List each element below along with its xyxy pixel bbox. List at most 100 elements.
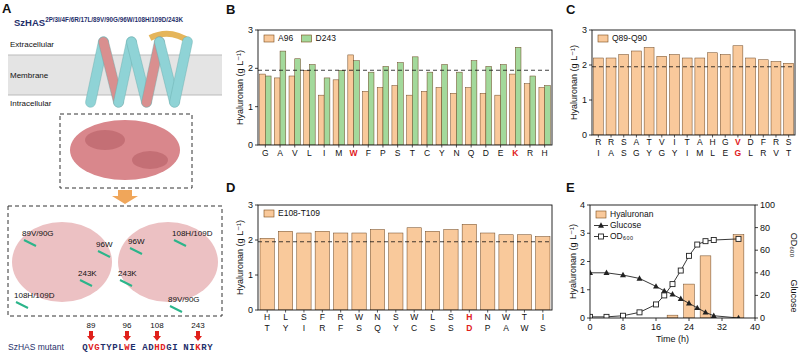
- marker: [670, 291, 676, 296]
- residue-letter: H: [154, 343, 159, 353]
- view: [12, 222, 112, 302]
- marker: [670, 282, 675, 287]
- tick-label: 24: [684, 322, 694, 332]
- bar: [309, 65, 315, 146]
- tick: [589, 100, 592, 101]
- region-label: Extracellular: [10, 40, 54, 49]
- legend-swatch: [264, 210, 274, 217]
- residue-label: 89V/90G: [168, 295, 200, 304]
- bar: [530, 76, 536, 145]
- bar: [631, 51, 641, 135]
- arrow: [112, 190, 138, 204]
- bar: [407, 228, 421, 310]
- tick-label: 3: [582, 25, 587, 35]
- legend-swatch: [598, 35, 608, 42]
- category-label: S: [395, 148, 401, 158]
- residue-letter: G: [166, 343, 171, 353]
- panel-letter: C: [566, 2, 576, 17]
- reference-line: [592, 66, 795, 67]
- category-label: S: [621, 137, 627, 147]
- tick-label: 100: [760, 200, 775, 210]
- residue-label: 108H/109D: [172, 229, 213, 238]
- bar: [771, 62, 781, 136]
- category-label: I: [686, 148, 688, 158]
- tick: [255, 106, 258, 107]
- category-label: C: [411, 323, 417, 333]
- bar: [354, 61, 360, 145]
- category-label: S: [430, 323, 436, 333]
- category-label: E: [498, 148, 504, 158]
- tick: [255, 310, 258, 311]
- category-label: Y: [646, 148, 652, 158]
- bar: [451, 93, 457, 145]
- bar: [708, 53, 718, 135]
- tick: [755, 272, 758, 273]
- category-label: V: [659, 137, 665, 147]
- residue: [80, 280, 92, 286]
- residue-label: 89V/90G: [22, 229, 54, 238]
- category-label: S: [621, 148, 627, 158]
- tick-label: 0: [760, 313, 765, 323]
- bar: [456, 72, 462, 145]
- bar: [515, 47, 521, 145]
- legend-swatch: [264, 35, 274, 42]
- category-label: V: [735, 137, 741, 147]
- category-label: F: [320, 312, 325, 322]
- category-label: D: [483, 148, 489, 158]
- bar: [427, 72, 433, 145]
- marker: [604, 314, 609, 318]
- category-label: I: [597, 148, 599, 158]
- legend-label: D243: [316, 33, 337, 43]
- bar: [695, 58, 705, 135]
- bar: [481, 233, 495, 310]
- marker: [621, 313, 626, 318]
- tick-label: 3: [248, 200, 253, 210]
- bar: [377, 88, 383, 146]
- domain: [70, 120, 180, 180]
- category-label: L: [710, 148, 715, 158]
- tick-label: 60: [760, 245, 770, 255]
- bar: [784, 63, 794, 135]
- residue-letter: I: [172, 343, 177, 353]
- category-label: R: [527, 148, 533, 158]
- category-label: T: [685, 137, 690, 147]
- tick: [755, 295, 758, 296]
- marker: [686, 300, 692, 305]
- plot-area: [258, 47, 552, 145]
- tick-label: 80: [760, 223, 770, 233]
- legend-label: Q89-Q90: [612, 33, 647, 43]
- tick-label: 20: [760, 290, 770, 300]
- category-label: S: [448, 323, 454, 333]
- site-arrow: [153, 331, 161, 341]
- marker: [653, 283, 659, 288]
- residue-letter: G: [94, 343, 99, 353]
- plot-area: [258, 224, 552, 310]
- tick: [755, 318, 756, 321]
- axis-title: OD₆₀₀: [789, 233, 799, 258]
- residue: [24, 240, 36, 246]
- site-number: 108: [150, 321, 164, 330]
- residue-label: 243K: [118, 269, 137, 278]
- tick: [587, 205, 590, 206]
- tick: [589, 135, 592, 136]
- site-number: 243: [191, 321, 205, 330]
- tick: [722, 318, 723, 321]
- category-label: S: [301, 312, 307, 322]
- panel-letter: A: [2, 1, 12, 16]
- category-label: N: [374, 312, 380, 322]
- category-label: R: [773, 137, 779, 147]
- category-label: Q: [468, 148, 475, 158]
- category-label: W: [355, 312, 363, 322]
- bar: [407, 95, 413, 145]
- category-label: P: [380, 148, 386, 158]
- panel-letter: B: [226, 2, 235, 17]
- bar: [486, 66, 492, 145]
- bar: [278, 231, 292, 310]
- plot-area: [592, 46, 795, 135]
- residue: [174, 240, 186, 246]
- bar: [733, 235, 744, 318]
- marker: [703, 309, 709, 314]
- category-label: Y: [439, 148, 445, 158]
- category-label: L: [307, 148, 312, 158]
- bar: [260, 74, 266, 145]
